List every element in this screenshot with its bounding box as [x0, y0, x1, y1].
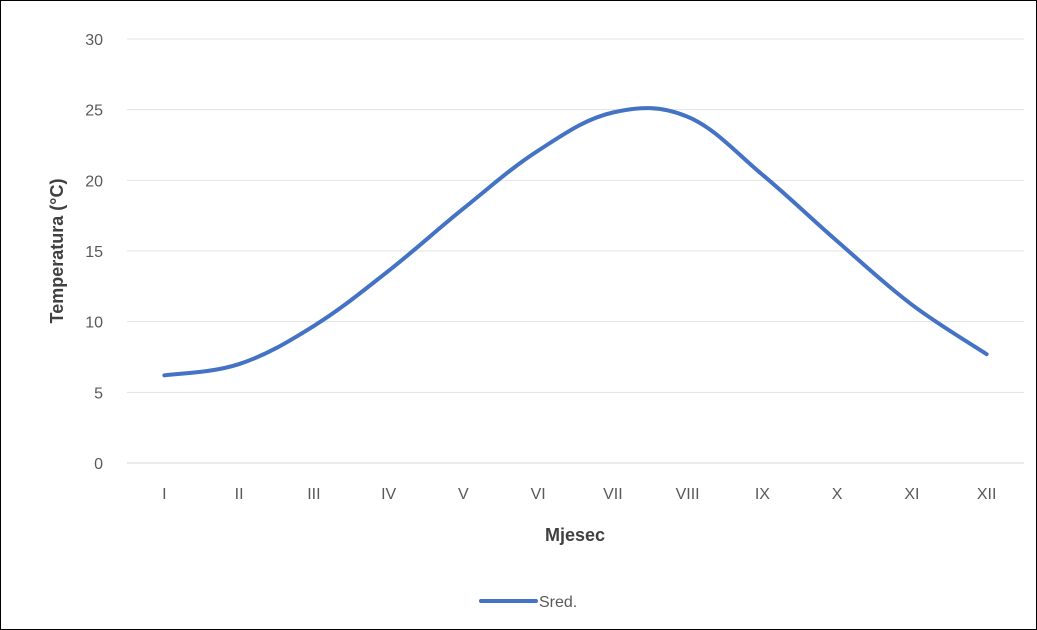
x-tick-label: II [235, 486, 244, 503]
x-tick-label: III [307, 486, 320, 503]
y-axis-title: Temperatura (°C) [47, 179, 67, 324]
x-tick-label: IV [381, 486, 396, 503]
y-tick-label: 20 [85, 173, 103, 190]
legend: Sred. [479, 594, 577, 611]
x-tick-label: XII [977, 486, 997, 503]
x-tick-label: VI [531, 486, 546, 503]
y-tick-label: 0 [94, 456, 103, 473]
y-tick-label: 30 [85, 32, 103, 49]
x-tick-label: X [832, 486, 843, 503]
x-tick-label: V [458, 486, 469, 503]
series-layer [162, 106, 989, 378]
x-tick-label: IX [755, 486, 770, 503]
gridlines [127, 38, 1024, 464]
series-line [162, 106, 989, 378]
legend-label: Sred. [539, 594, 577, 611]
y-tick-label: 10 [85, 315, 103, 332]
x-axis-title: Mjesec [545, 525, 605, 545]
y-tick-label: 5 [94, 385, 103, 402]
x-tick-label: I [162, 486, 166, 503]
x-tick-label: VIII [676, 486, 700, 503]
y-tick-labels: 0 5 10 15 20 25 30 [85, 32, 103, 473]
x-tick-label: VII [603, 486, 623, 503]
y-tick-label: 15 [85, 244, 103, 261]
y-tick-label: 25 [85, 103, 103, 120]
x-tick-label: XI [904, 486, 919, 503]
x-tick-labels: I II III IV V VI VII VIII IX X XI XII [162, 486, 996, 503]
